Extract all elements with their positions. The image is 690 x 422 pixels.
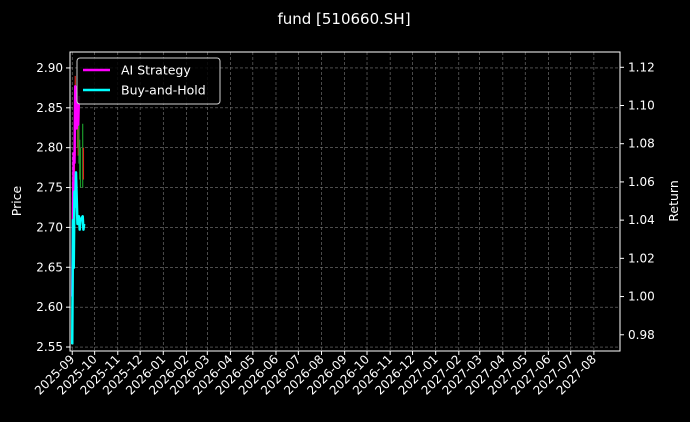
left-tick-label: 2.90 (36, 61, 63, 75)
left-tick-label: 2.70 (36, 220, 63, 234)
right-tick-label: 1.10 (628, 98, 655, 112)
chart-title: fund [510660.SH] (277, 10, 410, 28)
left-tick-label: 2.60 (36, 300, 63, 314)
grid (70, 52, 620, 351)
left-axis-title: Price (9, 185, 24, 216)
left-tick-label: 2.80 (36, 141, 63, 155)
series-line-1 (70, 171, 86, 345)
right-tick-label: 1.00 (628, 290, 655, 304)
right-tick-label: 1.08 (628, 137, 655, 151)
right-tick-label: 1.02 (628, 251, 655, 265)
series-lines (70, 85, 86, 345)
left-tick-label: 2.85 (36, 101, 63, 115)
right-axis-title: Return (666, 180, 681, 221)
right-tick-label: 1.04 (628, 213, 655, 227)
right-y-axis: 0.98 1.00 1.02 1.04 1.06 1.08 1.10 1.12 (620, 60, 655, 342)
legend: AI Strategy Buy-and-Hold (76, 57, 221, 105)
left-tick-label: 2.75 (36, 181, 63, 195)
legend-label: AI Strategy (121, 63, 191, 78)
left-tick-label: 2.55 (36, 340, 63, 354)
left-tick-label: 2.65 (36, 260, 63, 274)
right-tick-label: 1.06 (628, 175, 655, 189)
legend-box (76, 57, 221, 105)
legend-label: Buy-and-Hold (121, 83, 206, 98)
right-tick-label: 0.98 (628, 328, 655, 342)
series-line-0 (70, 85, 81, 297)
right-tick-label: 1.12 (628, 60, 655, 74)
left-y-axis: 2.55 2.60 2.65 2.70 2.75 2.80 2.85 2.90 (36, 61, 70, 354)
